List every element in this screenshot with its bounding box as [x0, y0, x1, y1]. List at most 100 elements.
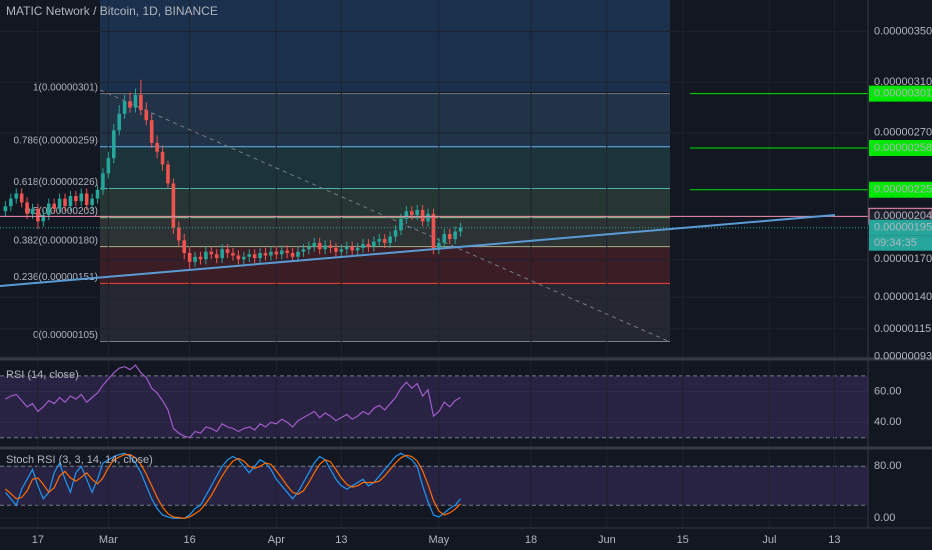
x-tick-label: 18: [525, 534, 537, 546]
fib-label: 0.236(0.00000151): [13, 272, 98, 283]
candle-body: [317, 242, 322, 250]
marks: [0, 79, 868, 519]
y-tick-label: 0.00000115: [874, 323, 931, 335]
price-label: 0.00000204: [874, 210, 932, 222]
x-tick-label: May: [428, 534, 449, 546]
grid: [0, 0, 868, 528]
price-label-box: [869, 140, 932, 157]
candle-body: [420, 209, 425, 222]
candle-body: [431, 213, 436, 250]
indicator-line: [4, 452, 461, 519]
price-label: 0.00000195: [874, 222, 932, 234]
x-tick-label: 15: [677, 534, 689, 546]
y-tick-label: 0.00000093: [874, 351, 932, 363]
candle-body: [36, 208, 40, 222]
candle-body: [182, 240, 187, 254]
candle-body: [177, 227, 181, 241]
price-label: 0.00000225: [874, 184, 932, 196]
candle-body: [101, 173, 105, 190]
candle-body: [258, 253, 262, 259]
candle-body: [274, 251, 279, 255]
candle-body: [52, 203, 56, 209]
candle-body: [453, 231, 457, 240]
candle-body: [128, 101, 132, 108]
candle-body: [388, 236, 392, 243]
price-label-box: [869, 181, 932, 198]
symbol-title: MATIC Network / Bitcoin, 1D, BINANCE: [6, 4, 218, 18]
y-tick-label: 0.00000350: [874, 26, 932, 38]
countdown-box: [869, 235, 932, 251]
candle-body: [366, 244, 371, 247]
fib-label: 0(0.00000105): [33, 330, 98, 341]
price-label-box: [869, 219, 932, 236]
candle-body: [334, 247, 338, 252]
candle-body: [193, 256, 197, 262]
fib-label: 0.618(0.00000226): [13, 177, 98, 188]
x-tick-label: Jun: [598, 534, 616, 546]
candle-body: [355, 247, 360, 251]
candle-body: [155, 142, 159, 152]
x-tick-label: Jul: [762, 534, 776, 546]
candle-body: [9, 198, 13, 207]
y-tick-label: 0.00000270: [874, 127, 932, 139]
candle-body: [307, 246, 311, 250]
candle-body: [209, 251, 214, 255]
x-tick-label: 17: [32, 534, 44, 546]
price-label: 0.00000258: [874, 142, 932, 154]
x-tick-label: 16: [184, 534, 196, 546]
candle-body: [231, 253, 235, 256]
candle-body: [30, 208, 35, 214]
candle-body: [25, 202, 29, 214]
candle-body: [144, 110, 149, 121]
candle-body: [339, 249, 344, 252]
y-tick-label: 80.00: [874, 460, 902, 472]
price-label-box: [869, 85, 932, 102]
candle-body: [393, 230, 398, 237]
candle-body: [187, 253, 192, 262]
candle-body: [41, 215, 46, 222]
rsi-title: RSI (14, close): [6, 369, 79, 381]
fib-zone: [100, 93, 670, 147]
trendline: [0, 214, 836, 287]
candle-body: [220, 249, 224, 259]
y-tick-label: 0.00000140: [874, 291, 932, 303]
candle-body: [361, 244, 365, 248]
candle-body: [74, 196, 78, 202]
candle-body: [447, 234, 452, 240]
price-label: 0.00000301: [874, 88, 932, 100]
candle-body: [382, 239, 387, 243]
indicator-line: [5, 454, 461, 519]
candle-body: [198, 256, 203, 260]
candle-body: [149, 120, 154, 143]
candle-body: [285, 250, 289, 254]
candle-body: [225, 249, 230, 254]
candle-body: [328, 245, 333, 248]
candle-body: [57, 198, 62, 209]
candle-body: [139, 94, 143, 111]
candle-body: [90, 198, 94, 205]
candle-body: [247, 254, 252, 257]
candle-body: [117, 113, 122, 131]
fib-zone: [100, 146, 670, 189]
x-tick-label: Apr: [268, 534, 285, 546]
candle-body: [263, 253, 268, 256]
fib-label: 1(0.00000301): [33, 82, 98, 93]
candle-body: [323, 245, 327, 250]
candle-body: [106, 158, 111, 174]
candle-body: [63, 198, 67, 207]
candle-body: [415, 209, 420, 216]
y-tick-label: 40.00: [874, 416, 902, 428]
candle-body: [269, 251, 273, 256]
candle-body: [68, 196, 73, 207]
candle-body: [399, 218, 403, 231]
candle-body: [46, 203, 51, 216]
candle-body: [301, 249, 306, 252]
candle-body: [166, 164, 170, 184]
candle-body: [290, 253, 295, 257]
candle-body: [95, 189, 100, 199]
countdown: 09:34:35: [874, 237, 917, 249]
candle-body: [236, 255, 241, 260]
y-tick-label: 0.00: [874, 512, 895, 524]
